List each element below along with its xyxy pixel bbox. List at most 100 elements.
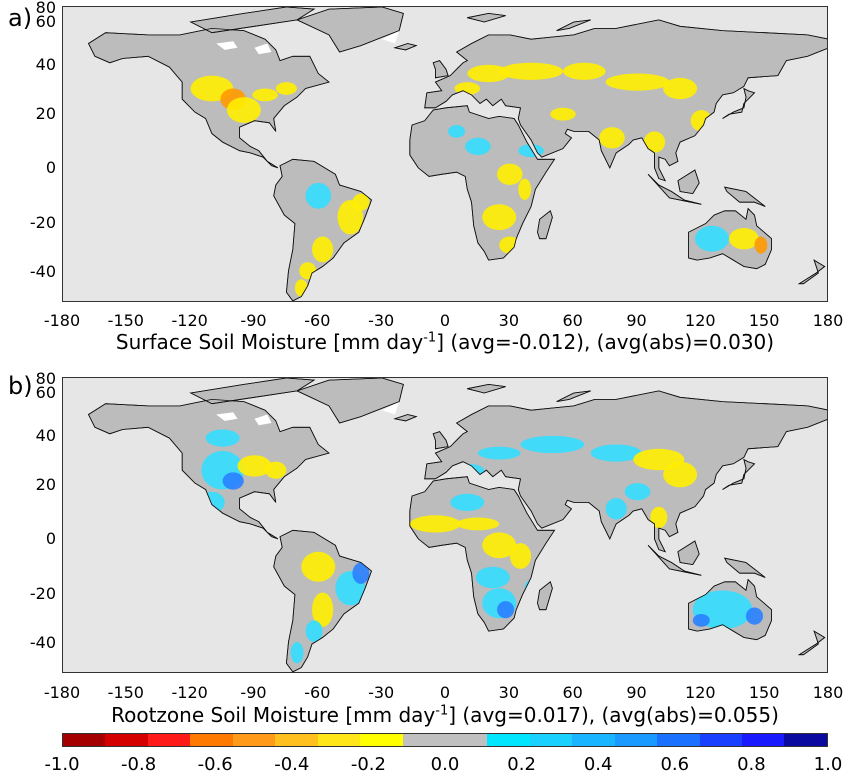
panel-b-coastline-indonesia bbox=[647, 545, 702, 576]
panel-a-anomaly-layer bbox=[190, 62, 768, 297]
panel-b-xtick: -180 bbox=[43, 683, 81, 702]
panel-a-coastline-japan bbox=[722, 87, 756, 119]
panel-a-xtick: -120 bbox=[171, 311, 208, 330]
colorbar-swatch bbox=[657, 734, 700, 746]
colorbar-swatch bbox=[572, 734, 615, 746]
panel-a-ytick: 20 bbox=[35, 104, 56, 123]
panel-a-landmass-novaya bbox=[556, 19, 591, 31]
colorbar-swatch bbox=[317, 734, 361, 746]
panel-a-ice-ice1 bbox=[216, 41, 238, 50]
colorbar-swatch bbox=[487, 734, 530, 746]
colorbar-swatch bbox=[444, 734, 488, 746]
panel-a-ytick: 0 bbox=[45, 158, 56, 177]
colorbar-tick-label: 0.8 bbox=[737, 754, 766, 775]
panel-a-coastline-north-america bbox=[87, 27, 330, 169]
panel-a-xtick: -90 bbox=[240, 311, 267, 330]
panel-a-coastline-eurasia bbox=[424, 19, 827, 182]
panel-a-xtick: 120 bbox=[685, 311, 716, 330]
panel-a-coastline-madagascar bbox=[537, 210, 553, 240]
colorbar-swatch bbox=[190, 734, 233, 746]
panel-b-ytick: 40 bbox=[35, 426, 56, 445]
panel-a-ytick: 40 bbox=[35, 55, 56, 74]
panel-a-caption-sup: -1 bbox=[423, 330, 437, 346]
panel-b-anomaly-patch bbox=[352, 562, 370, 584]
panel-a-anomaly-patch bbox=[729, 228, 759, 250]
panel-a-coastline-africa bbox=[409, 105, 556, 261]
panel-b-landmass-new-zealand bbox=[797, 630, 826, 656]
panel-a-coastline-greenland bbox=[296, 7, 404, 53]
panel-a-anomaly-patch bbox=[563, 62, 606, 80]
panel-b-anomaly-patch bbox=[456, 517, 500, 531]
panel-b-caption-post: ] (avg=0.017), (avg(abs)=0.055) bbox=[448, 703, 779, 727]
panel-b-xtick: 180 bbox=[812, 683, 844, 702]
colorbar-swatch bbox=[402, 734, 445, 746]
panel-b-xtick: 0 bbox=[439, 683, 451, 702]
panel-a-xtick: -180 bbox=[43, 311, 81, 330]
panel-a-xtick: 150 bbox=[748, 311, 780, 330]
panel-b-coastline-new-zealand bbox=[797, 630, 826, 656]
panel-b-anomaly-patch bbox=[590, 444, 642, 462]
panel-a-ice-ice2 bbox=[254, 43, 272, 55]
panel-b-xtick: -150 bbox=[107, 683, 144, 702]
panel-b-ytick: -20 bbox=[29, 584, 56, 603]
panel-b-coastline-novaya bbox=[556, 390, 591, 402]
panel-b-anomaly-patch bbox=[222, 472, 244, 490]
panel-a-anomaly-patch bbox=[482, 204, 517, 231]
panel-a-anomaly-patch bbox=[448, 125, 466, 138]
panel-a-label: a) bbox=[8, 4, 33, 32]
panel-b-anomaly-patch bbox=[237, 455, 272, 477]
panel-b-ice-ice3 bbox=[382, 401, 400, 415]
panel-a-xtick: 60 bbox=[562, 311, 583, 330]
panel-b-coastline-arctic-islands bbox=[189, 378, 316, 405]
colorbar-tick-label: 0.0 bbox=[430, 754, 460, 775]
colorbar-tick-label: -1.0 bbox=[44, 754, 80, 775]
panel-b-anomaly-patch bbox=[497, 601, 515, 619]
panel-a-caption-post: ] (avg=-0.012), (avg(abs)=0.030) bbox=[436, 330, 775, 354]
panel-b-anomaly-patch bbox=[290, 641, 304, 664]
panel-b-coastline-borneo bbox=[677, 540, 700, 566]
panel-b-xtick: 150 bbox=[748, 683, 780, 702]
panel-b-coastline-iceland bbox=[393, 414, 418, 422]
panel-b-ytick: -40 bbox=[29, 633, 56, 652]
colorbar bbox=[62, 733, 828, 747]
panel-b-anomaly-patch bbox=[477, 446, 521, 460]
panel-b-anomaly-patch bbox=[409, 515, 461, 533]
panel-a-coastline-south-america bbox=[273, 158, 372, 301]
colorbar-swatch bbox=[784, 734, 827, 746]
panel-b-coastline-south-america bbox=[273, 529, 372, 672]
colorbar-swatch bbox=[232, 734, 276, 746]
colorbar-swatch bbox=[63, 734, 106, 746]
panel-b-anomaly-patch bbox=[305, 620, 323, 642]
colorbar-swatch bbox=[275, 734, 318, 746]
panel-a-coastline-iceland bbox=[393, 43, 418, 51]
panel-a-anomaly-patch bbox=[226, 97, 261, 123]
panel-b-coastline-new-guinea bbox=[723, 557, 766, 578]
panel-a-ytick: 60 bbox=[35, 12, 56, 31]
panel-a-coastline-indonesia bbox=[647, 174, 702, 205]
panel-a-anomaly-patch bbox=[518, 178, 532, 200]
panel-b-coastline-madagascar bbox=[537, 581, 553, 611]
panel-b-anomaly-patch bbox=[663, 461, 698, 488]
panel-b-anomaly-patch bbox=[650, 506, 668, 529]
panel-b-caption-pre: Rootzone Soil Moisture [mm day bbox=[111, 703, 436, 727]
panel-b-anomaly-patch bbox=[475, 566, 510, 589]
panel-b-ytick: 20 bbox=[35, 475, 56, 494]
panel-a-landmass-new-guinea bbox=[723, 186, 766, 207]
panel-b-label: b) bbox=[8, 372, 33, 400]
panel-a-coastline-new-guinea bbox=[723, 186, 766, 207]
colorbar-swatch bbox=[614, 734, 658, 746]
panel-b-coastline-japan bbox=[722, 458, 756, 490]
colorbar-tick-label: -0.8 bbox=[121, 754, 157, 775]
panel-b-anomaly-patch bbox=[746, 607, 763, 625]
panel-a-anomaly-patch bbox=[663, 77, 698, 100]
panel-b-xtick: -60 bbox=[304, 683, 331, 702]
colorbar-tick-label: -0.4 bbox=[274, 754, 310, 775]
panel-b-caption-sup: -1 bbox=[435, 703, 449, 719]
panel-a-anomaly-patch bbox=[467, 64, 510, 83]
panel-a-anomaly-patch bbox=[695, 225, 729, 252]
panel-a-anomaly-patch bbox=[299, 262, 317, 280]
panel-b-map bbox=[62, 377, 828, 673]
colorbar-tick-label: -0.2 bbox=[350, 754, 386, 775]
panel-a-ytick: 80 bbox=[35, 0, 56, 17]
panel-b-map-svg bbox=[87, 378, 827, 672]
